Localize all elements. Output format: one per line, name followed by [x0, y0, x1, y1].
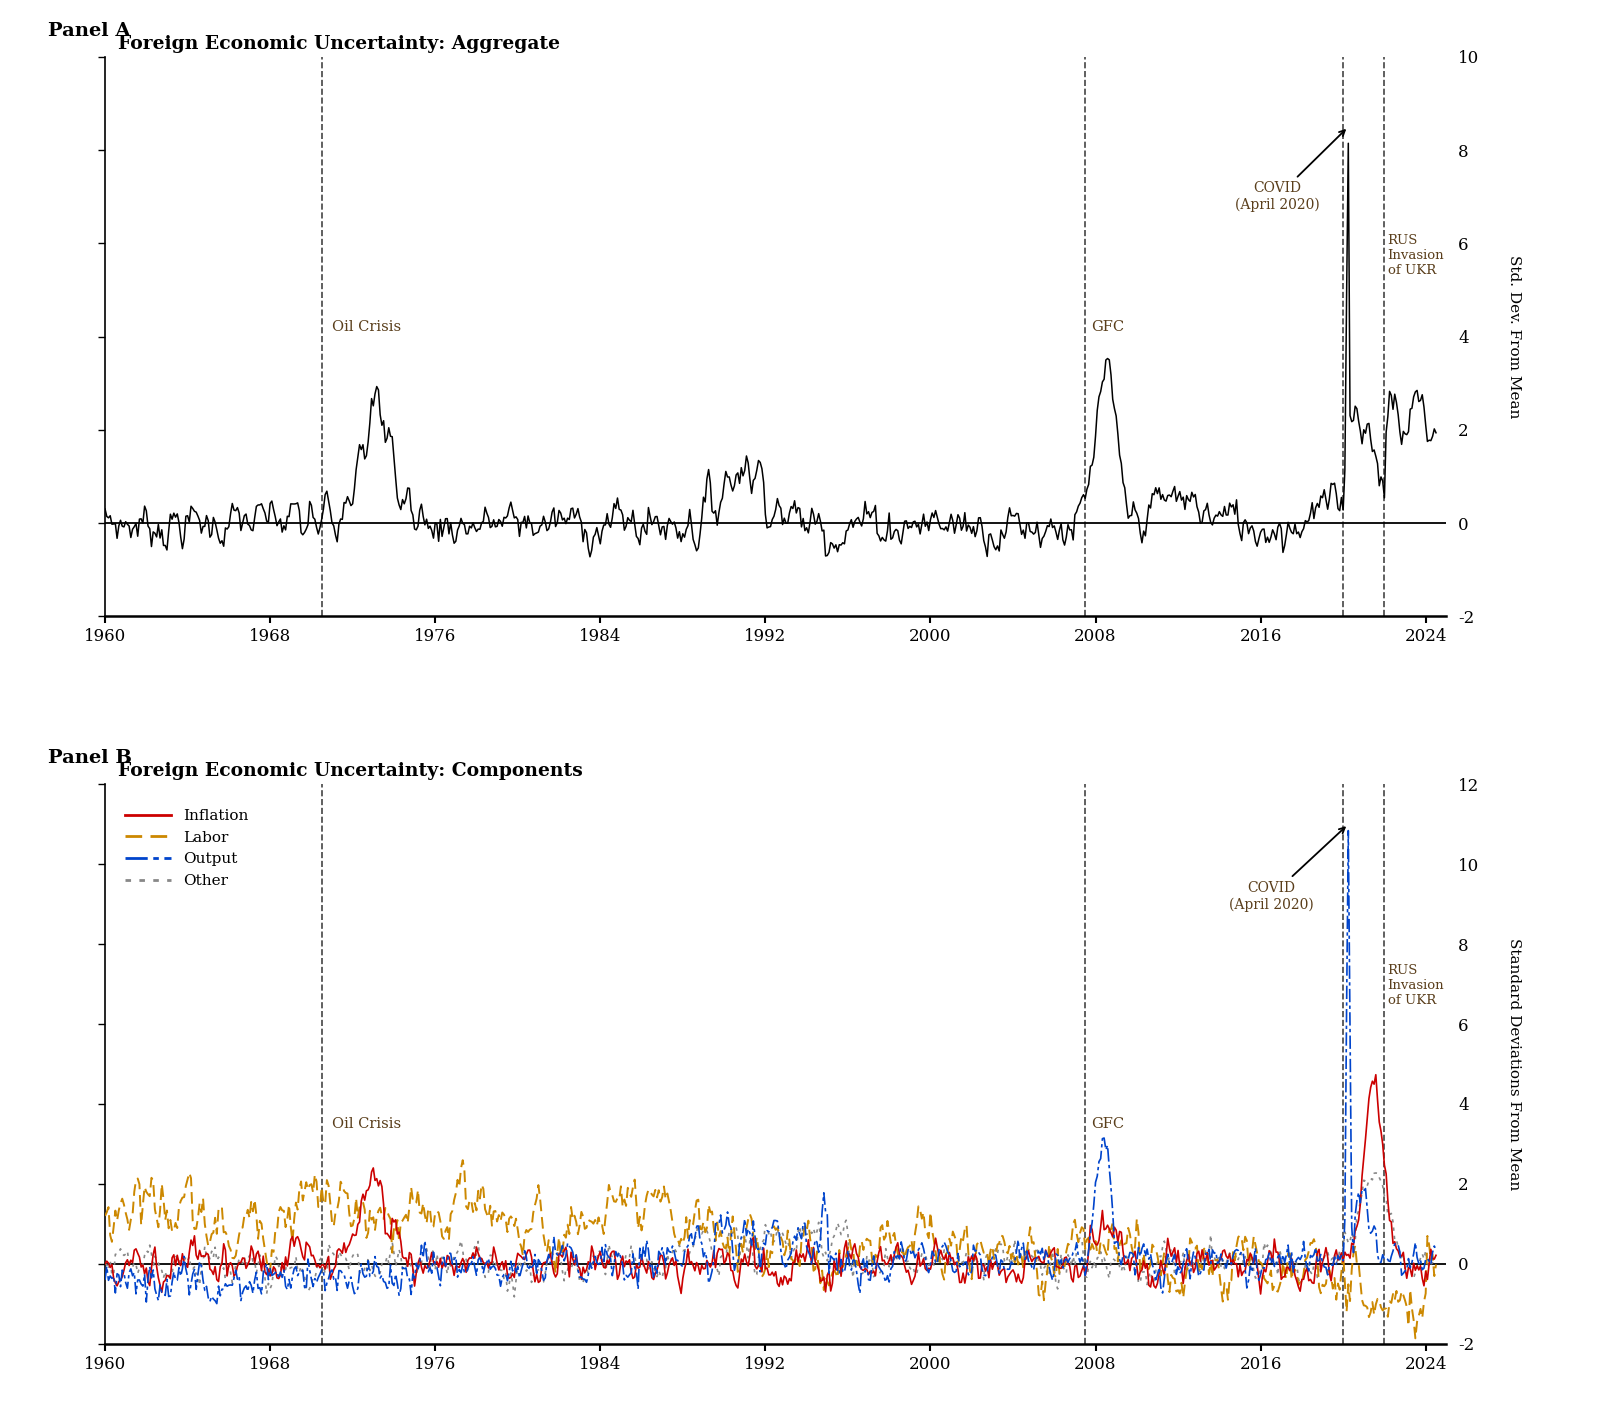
Text: Foreign Economic Uncertainty: Components: Foreign Economic Uncertainty: Components — [105, 762, 583, 779]
Text: Foreign Economic Uncertainty: Aggregate: Foreign Economic Uncertainty: Aggregate — [105, 34, 561, 53]
Text: RUS
Invasion
of UKR: RUS Invasion of UKR — [1388, 964, 1445, 1007]
Y-axis label: Standard Deviations From Mean: Standard Deviations From Mean — [1508, 939, 1521, 1190]
Text: Oil Crisis: Oil Crisis — [331, 1116, 401, 1130]
Text: COVID
(April 2020): COVID (April 2020) — [1228, 828, 1345, 912]
Text: Panel B: Panel B — [48, 749, 133, 768]
Text: COVID
(April 2020): COVID (April 2020) — [1235, 131, 1345, 212]
Text: Panel A: Panel A — [48, 21, 131, 40]
Text: RUS
Invasion
of UKR: RUS Invasion of UKR — [1388, 235, 1445, 277]
Text: Oil Crisis: Oil Crisis — [331, 320, 401, 334]
Text: GFC: GFC — [1091, 320, 1125, 334]
Legend: Inflation, Labor, Output, Other: Inflation, Labor, Output, Other — [120, 803, 255, 894]
Text: GFC: GFC — [1091, 1116, 1125, 1130]
Y-axis label: Std. Dev. From Mean: Std. Dev. From Mean — [1508, 255, 1521, 418]
